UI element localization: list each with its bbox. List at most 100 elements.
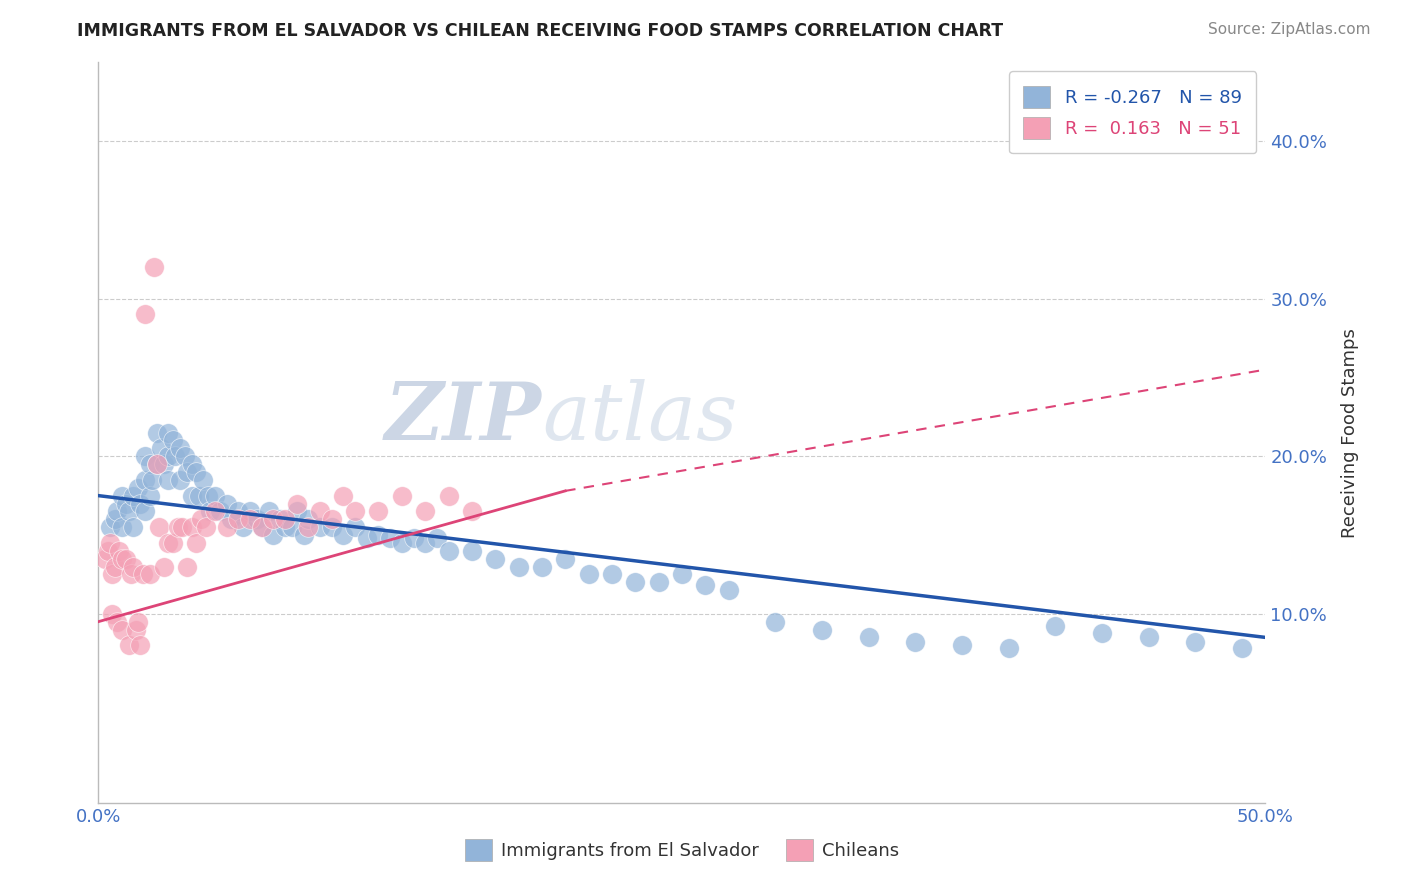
- Point: [269, 512, 291, 526]
- Point: [811, 623, 834, 637]
- Point: [193, 473, 215, 487]
- Point: [111, 520, 134, 534]
- Point: [221, 512, 243, 526]
- Point: [332, 489, 354, 503]
- Point: [176, 465, 198, 479]
- Point: [194, 520, 217, 534]
- Point: [157, 536, 180, 550]
- Point: [111, 551, 134, 566]
- Point: [94, 551, 117, 566]
- Point: [165, 449, 187, 463]
- Point: [600, 567, 623, 582]
- Point: [309, 504, 332, 518]
- Point: [402, 531, 425, 545]
- Point: [166, 520, 188, 534]
- Point: [285, 496, 308, 510]
- Point: [321, 512, 343, 526]
- Point: [146, 457, 169, 471]
- Point: [146, 457, 169, 471]
- Point: [139, 489, 162, 503]
- Point: [1230, 641, 1253, 656]
- Point: [122, 559, 145, 574]
- Point: [250, 520, 273, 534]
- Point: [157, 449, 180, 463]
- Point: [530, 559, 553, 574]
- Point: [437, 543, 460, 558]
- Point: [180, 520, 202, 534]
- Point: [1091, 625, 1114, 640]
- Point: [208, 504, 231, 518]
- Point: [671, 567, 693, 582]
- Point: [105, 615, 128, 629]
- Point: [321, 520, 343, 534]
- Point: [190, 512, 212, 526]
- Point: [904, 635, 927, 649]
- Point: [141, 473, 163, 487]
- Point: [554, 551, 576, 566]
- Point: [139, 457, 162, 471]
- Point: [262, 512, 284, 526]
- Point: [129, 638, 152, 652]
- Point: [204, 504, 226, 518]
- Point: [97, 543, 120, 558]
- Point: [484, 551, 506, 566]
- Point: [98, 520, 121, 534]
- Point: [1045, 619, 1067, 633]
- Point: [228, 512, 250, 526]
- Point: [204, 489, 226, 503]
- Point: [169, 442, 191, 456]
- Point: [717, 583, 740, 598]
- Point: [152, 457, 174, 471]
- Point: [118, 504, 141, 518]
- Point: [239, 504, 262, 518]
- Point: [115, 496, 138, 510]
- Point: [262, 528, 284, 542]
- Point: [146, 425, 169, 440]
- Point: [187, 489, 209, 503]
- Point: [134, 504, 156, 518]
- Point: [332, 528, 354, 542]
- Point: [134, 449, 156, 463]
- Point: [132, 567, 155, 582]
- Point: [344, 520, 367, 534]
- Point: [162, 434, 184, 448]
- Point: [624, 575, 647, 590]
- Point: [461, 504, 484, 518]
- Point: [122, 520, 145, 534]
- Point: [125, 623, 148, 637]
- Point: [246, 512, 269, 526]
- Text: atlas: atlas: [541, 379, 737, 457]
- Point: [274, 512, 297, 526]
- Point: [143, 260, 166, 275]
- Point: [152, 559, 174, 574]
- Point: [950, 638, 973, 652]
- Point: [104, 512, 127, 526]
- Point: [250, 520, 273, 534]
- Point: [180, 489, 202, 503]
- Point: [413, 536, 436, 550]
- Point: [118, 638, 141, 652]
- Point: [239, 512, 262, 526]
- Point: [104, 559, 127, 574]
- Point: [105, 504, 128, 518]
- Point: [274, 520, 297, 534]
- Text: IMMIGRANTS FROM EL SALVADOR VS CHILEAN RECEIVING FOOD STAMPS CORRELATION CHART: IMMIGRANTS FROM EL SALVADOR VS CHILEAN R…: [77, 22, 1004, 40]
- Point: [197, 489, 219, 503]
- Point: [578, 567, 600, 582]
- Point: [127, 615, 149, 629]
- Point: [344, 504, 367, 518]
- Point: [157, 473, 180, 487]
- Point: [157, 425, 180, 440]
- Point: [292, 528, 315, 542]
- Point: [437, 489, 460, 503]
- Point: [297, 520, 319, 534]
- Point: [257, 504, 280, 518]
- Point: [367, 504, 389, 518]
- Point: [695, 578, 717, 592]
- Point: [858, 631, 880, 645]
- Point: [162, 536, 184, 550]
- Point: [285, 504, 308, 518]
- Point: [173, 449, 195, 463]
- Y-axis label: Receiving Food Stamps: Receiving Food Stamps: [1341, 327, 1360, 538]
- Point: [134, 308, 156, 322]
